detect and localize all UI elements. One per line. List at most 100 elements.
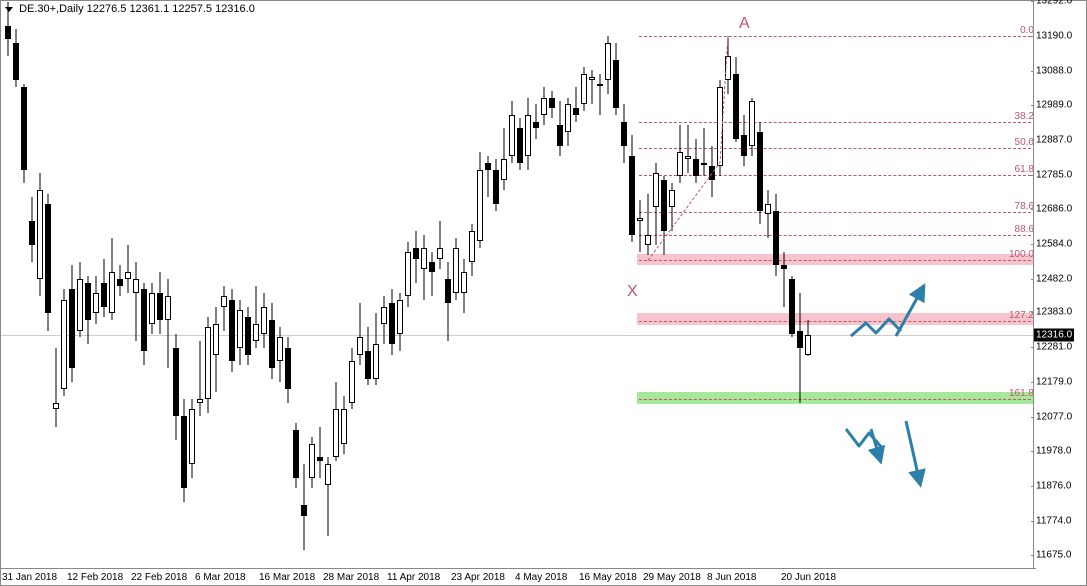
candle [781,252,787,307]
candle [285,337,291,402]
candle [437,221,443,269]
candle [525,98,531,170]
wave-label: A [739,15,750,33]
y-tick-label: 12887.0 [1036,134,1072,145]
candle [541,87,547,125]
candle [685,125,691,173]
candle [253,286,259,348]
candle [637,200,643,251]
fib-label: 0.0 [1020,25,1034,36]
candle [429,252,435,297]
x-tick-label: 6 Mar 2018 [195,572,246,583]
candle [765,190,771,238]
x-axis: 31 Jan 201812 Feb 201822 Feb 20186 Mar 2… [1,568,1036,585]
candle [173,334,179,440]
projection-arrow [846,429,883,449]
candle [757,122,763,225]
candle [197,341,203,416]
candle [373,313,379,385]
y-tick-label: 12584.0 [1036,238,1072,249]
y-tick-label: 12785.0 [1036,169,1072,180]
candle [325,457,331,536]
y-tick-label: 11774.0 [1036,516,1071,527]
wave-label: X [627,283,638,301]
x-tick-label: 16 May 2018 [579,572,637,583]
candle [597,74,603,115]
candle [125,245,131,293]
y-tick-label: 12686.0 [1036,203,1072,214]
candle [741,115,747,166]
candle [77,262,83,337]
y-tick-label: 11978.0 [1036,446,1071,457]
candle [189,399,195,478]
candle [493,159,499,210]
candle [477,152,483,248]
fib-label: 161.8 [1009,388,1034,399]
candle [501,128,507,190]
x-tick-label: 23 Apr 2018 [451,572,505,583]
candle [45,194,51,331]
y-axis: 13292.013190.013088.012989.012887.012785… [1033,1,1086,571]
candle [565,98,571,146]
candle [645,194,651,256]
candle [533,104,539,138]
fib-line [639,399,1036,400]
candle [133,262,139,341]
fib-label: 100.0 [1009,249,1034,260]
fib-label: 78.6 [1015,201,1034,212]
chart-container: DE.30+,Daily 12276.5 12361.1 12257.5 123… [0,0,1087,586]
candle [181,399,187,502]
fib-line [639,122,1036,123]
candle [141,283,147,365]
candle [309,437,315,488]
chart-title: DE.30+,Daily 12276.5 12361.1 12257.5 123… [5,3,255,15]
price-zone [637,313,1036,325]
candle [661,176,667,255]
candle [717,80,723,176]
y-tick-label: 12383.0 [1036,307,1072,318]
candle [301,464,307,550]
candle [101,259,107,317]
candle [149,283,155,334]
plot-area[interactable]: 0.038.250.061.878.688.6100.0127.2161.8 X… [1,1,1036,571]
candle [365,327,371,385]
candle [797,293,803,403]
candle [229,289,235,371]
x-tick-label: 12 Feb 2018 [67,572,123,583]
fib-label: 61.8 [1015,164,1034,175]
candle [357,303,363,365]
candle [21,84,27,183]
candle [165,279,171,368]
projection-arrow [906,421,919,479]
candle [341,396,347,454]
candle [261,293,267,348]
candle [701,128,707,176]
dropdown-icon[interactable] [5,7,13,12]
candle [277,327,283,382]
candle [85,276,91,345]
candle [509,101,515,163]
candle [549,91,555,118]
y-tick-label: 11675.0 [1036,550,1071,561]
candle [469,224,475,275]
fib-line [639,235,1036,236]
title-text: DE.30+,Daily 12276.5 12361.1 12257.5 123… [19,3,255,15]
y-tick-label: 13190.0 [1036,30,1072,41]
candle [653,163,659,245]
x-tick-label: 4 May 2018 [515,572,567,583]
x-tick-label: 16 Mar 2018 [259,572,315,583]
fib-line [639,321,1036,322]
y-tick-label: 12281.0 [1036,342,1072,353]
x-tick-label: 8 Jun 2018 [707,572,757,583]
fib-label: 38.2 [1015,111,1034,122]
current-price-tag: 12316.0 [1034,329,1074,342]
candle [445,262,451,341]
candle [693,139,699,184]
candle [37,173,43,296]
fib-line [639,36,1036,37]
candle [789,276,795,338]
candle [29,197,35,262]
y-tick-label: 13292.0 [1036,0,1072,7]
candle [669,183,675,231]
x-tick-label: 28 Mar 2018 [323,572,379,583]
